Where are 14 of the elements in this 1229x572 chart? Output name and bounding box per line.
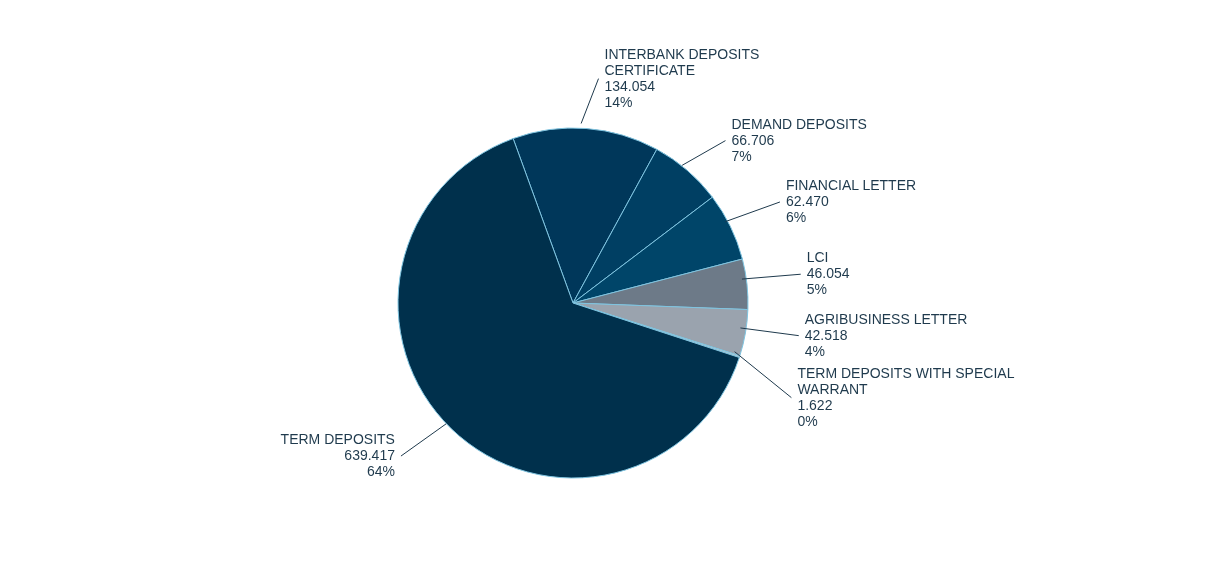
slice-label: LCI: [806, 249, 829, 266]
data-label: 639.417 64%: [344, 447, 396, 480]
data-label: 62.470 6%: [785, 192, 829, 225]
data-label: 46.054 5%: [806, 265, 850, 298]
data-label: 1.622 0%: [797, 396, 833, 429]
slice-label: TERM DEPOSITS WITH SPECIAL WARRANT: [797, 364, 1015, 397]
slice-label: DEMAND DEPOSITS: [731, 115, 867, 132]
data-label: 66.706 7%: [731, 131, 775, 164]
data-label: 134.054 14%: [604, 77, 656, 110]
slice-label: AGRIBUSINESS LETTER: [804, 310, 968, 327]
slice-label: TERM DEPOSITS: [280, 431, 395, 448]
slice-label: FINANCIAL LETTER: [785, 176, 917, 193]
slice-label: INTERBANK DEPOSITS CERTIFICATE: [604, 45, 760, 78]
data-label: 42.518 4%: [804, 326, 848, 359]
